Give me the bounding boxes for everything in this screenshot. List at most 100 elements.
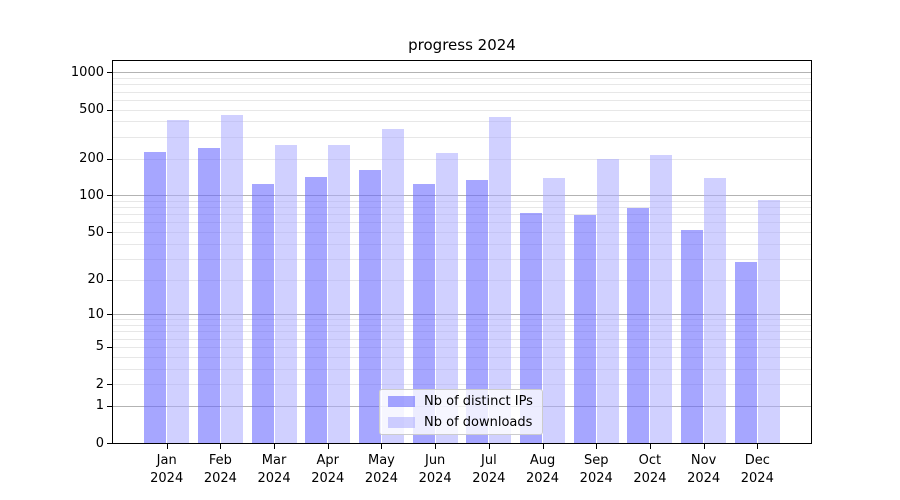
y-gridline-minor-800: [113, 84, 811, 86]
y-gridline-minor-4: [113, 356, 811, 358]
x-label-month: Sep: [583, 453, 609, 468]
x-label-month: Jul: [481, 453, 497, 468]
y-gridline-minor-40: [113, 243, 811, 245]
x-tick-label-mar-2024: Mar 2024: [244, 452, 304, 488]
bar-nov-2024-downloads: [704, 177, 727, 443]
y-gridline-minor-2: [113, 384, 811, 386]
x-label-month: Feb: [208, 453, 232, 468]
bar-oct-2024-distinct-ips: [627, 207, 650, 443]
y-gridline-major-1000: [113, 72, 811, 74]
x-tick-label-aug-2024: Aug 2024: [513, 452, 573, 488]
y-gridline-minor-3: [113, 368, 811, 370]
x-tick-dec-2024: [757, 444, 759, 449]
y-gridline-minor-900: [113, 78, 811, 80]
legend-row-downloads: Nb of downloads: [380, 414, 542, 432]
x-label-month: Apr: [316, 453, 340, 468]
y-gridline-minor-30: [113, 258, 811, 260]
y-tick-label-20: 20: [87, 272, 104, 288]
x-label-month: Mar: [261, 453, 287, 468]
x-label-month: May: [368, 453, 395, 468]
y-tick-label-2: 2: [95, 376, 104, 392]
x-tick-label-jul-2024: Jul 2024: [459, 452, 519, 488]
y-gridline-minor-400: [113, 121, 811, 123]
x-label-month: Dec: [744, 453, 770, 468]
legend: Nb of distinct IPs Nb of downloads: [379, 389, 543, 435]
y-tick-5: [107, 346, 113, 348]
y-tick-2: [107, 384, 113, 386]
x-tick-jul-2024: [488, 444, 490, 449]
bar-apr-2024-distinct-ips: [305, 177, 328, 443]
bar-jan-2024-downloads: [167, 119, 190, 443]
y-tick-label-100: 100: [79, 187, 104, 203]
legend-label-downloads: Nb of downloads: [424, 415, 533, 430]
y-tick-0: [107, 443, 113, 444]
x-tick-oct-2024: [649, 444, 651, 449]
x-label-month: Nov: [690, 453, 717, 468]
bar-dec-2024-distinct-ips: [734, 262, 757, 443]
y-tick-500: [107, 109, 113, 111]
x-label-year: 2024: [311, 471, 345, 486]
x-label-year: 2024: [525, 471, 560, 486]
bar-mar-2024-downloads: [274, 144, 297, 443]
bar-feb-2024-downloads: [220, 115, 243, 443]
y-tick-label-500: 500: [79, 102, 104, 118]
x-label-year: 2024: [472, 471, 506, 486]
y-gridline-minor-500: [113, 109, 811, 111]
x-tick-label-apr-2024: Apr 2024: [298, 452, 358, 488]
bar-jun-2024-downloads: [435, 152, 458, 443]
x-tick-label-sep-2024: Sep 2024: [566, 452, 626, 488]
x-label-year: 2024: [687, 471, 721, 486]
x-tick-feb-2024: [220, 444, 222, 449]
x-tick-may-2024: [381, 444, 383, 449]
y-gridline-minor-700: [113, 91, 811, 93]
chart-title: progress 2024: [408, 36, 516, 54]
legend-swatch-distinct-ips: [388, 396, 415, 407]
x-tick-jan-2024: [166, 444, 168, 449]
y-tick-label-1: 1: [95, 398, 104, 414]
bar-sep-2024-downloads: [596, 158, 619, 443]
y-gridline-minor-200: [113, 158, 811, 160]
y-gridline-minor-5: [113, 346, 811, 348]
legend-label-distinct-ips: Nb of distinct IPs: [424, 394, 533, 409]
x-label-year: 2024: [740, 471, 774, 486]
bar-may-2024-distinct-ips: [358, 169, 381, 443]
y-tick-label-50: 50: [87, 224, 104, 240]
bar-apr-2024-downloads: [328, 144, 351, 443]
bar-oct-2024-downloads: [650, 155, 673, 443]
y-tick-1: [107, 405, 113, 407]
x-tick-nov-2024: [703, 444, 705, 449]
bar-dec-2024-downloads: [757, 199, 780, 443]
y-tick-label-0: 0: [95, 435, 104, 451]
bar-aug-2024-distinct-ips: [520, 212, 543, 443]
y-tick-label-10: 10: [87, 306, 104, 322]
x-tick-jun-2024: [435, 444, 437, 449]
x-tick-apr-2024: [327, 444, 329, 449]
x-label-year: 2024: [418, 471, 452, 486]
y-gridline-minor-600: [113, 99, 811, 101]
y-gridline-minor-300: [113, 136, 811, 138]
x-label-year: 2024: [633, 471, 667, 486]
x-label-year: 2024: [257, 471, 291, 486]
x-label-month: Jun: [424, 453, 446, 468]
y-tick-label-5: 5: [95, 339, 104, 355]
y-gridline-minor-50: [113, 232, 811, 234]
y-gridline-minor-8: [113, 325, 811, 327]
bar-jul-2024-distinct-ips: [466, 179, 489, 443]
bar-aug-2024-downloads: [543, 177, 566, 443]
bar-may-2024-downloads: [381, 128, 404, 443]
y-tick-label-1000: 1000: [70, 64, 104, 80]
x-tick-label-jun-2024: Jun 2024: [405, 452, 465, 488]
x-label-year: 2024: [150, 471, 184, 486]
x-label-month: Oct: [638, 453, 662, 468]
bar-jul-2024-downloads: [489, 116, 512, 443]
y-tick-10: [107, 314, 113, 316]
bar-mar-2024-distinct-ips: [251, 183, 274, 443]
x-tick-label-feb-2024: Feb 2024: [190, 452, 250, 488]
x-label-year: 2024: [203, 471, 237, 486]
x-tick-sep-2024: [596, 444, 598, 449]
bar-sep-2024-distinct-ips: [573, 215, 596, 443]
x-tick-label-dec-2024: Dec 2024: [727, 452, 787, 488]
y-tick-1000: [107, 72, 113, 74]
y-tick-200: [107, 158, 113, 160]
bar-jan-2024-distinct-ips: [144, 152, 167, 443]
